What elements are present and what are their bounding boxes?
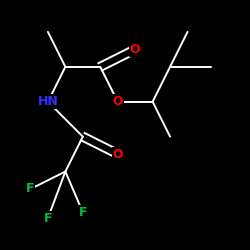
Text: O: O [130, 43, 140, 56]
Text: HN: HN [38, 95, 58, 108]
Text: O: O [112, 95, 123, 108]
Text: F: F [78, 206, 87, 219]
Text: F: F [44, 212, 52, 224]
Text: O: O [112, 148, 123, 160]
Text: F: F [26, 182, 35, 196]
